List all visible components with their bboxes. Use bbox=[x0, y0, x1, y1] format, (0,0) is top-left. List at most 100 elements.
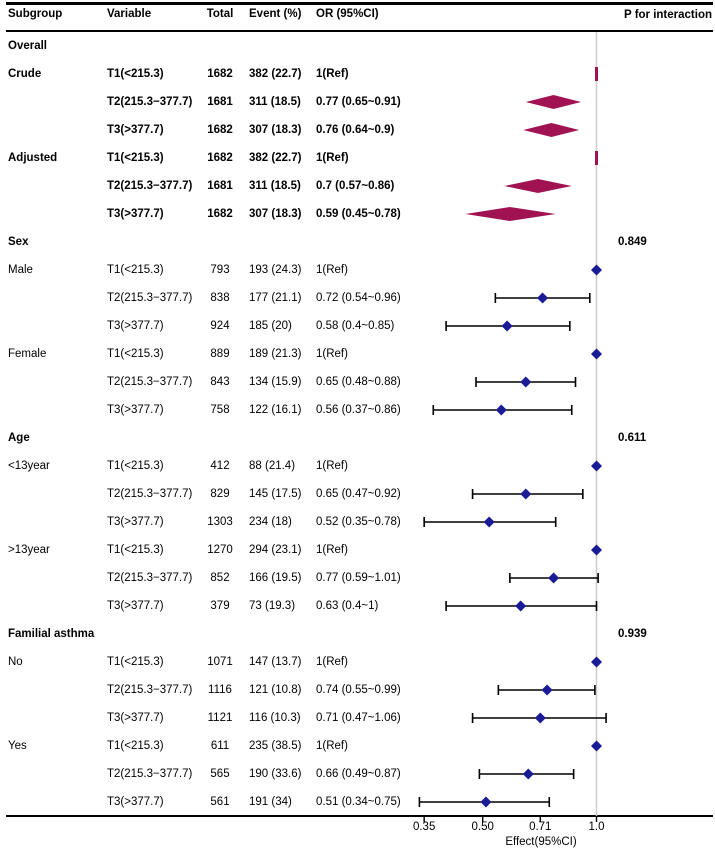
cell-or: 0.77 (0.65~0.91) bbox=[316, 96, 401, 108]
cell-total: 1071 bbox=[207, 656, 233, 668]
point-diamond bbox=[501, 320, 513, 332]
point-diamond bbox=[520, 376, 532, 388]
section-row: Age 0.611 bbox=[0, 424, 715, 452]
cell-or: 0.7 (0.57~0.86) bbox=[316, 180, 395, 192]
cell-or: 0.65 (0.48~0.88) bbox=[316, 376, 401, 388]
x-axis-tick-label: 1.0 bbox=[588, 821, 605, 833]
cell-variable: T3(>377.7) bbox=[107, 516, 164, 528]
cell-total: 1681 bbox=[207, 96, 233, 108]
cell-or: 0.63 (0.4~1) bbox=[316, 600, 379, 612]
point-diamond bbox=[537, 292, 549, 304]
table-row: T3(>377.7) 1303 234 (18) 0.52 (0.35~0.78) bbox=[0, 508, 715, 536]
cell-or: 0.76 (0.64~0.9) bbox=[316, 124, 395, 136]
cell-or: 1(Ref) bbox=[316, 656, 348, 668]
p-interaction-value: 0.611 bbox=[618, 432, 647, 444]
col-header-subgroup: Subgroup bbox=[8, 8, 63, 20]
point-diamond bbox=[483, 516, 495, 528]
point-ref-diamond bbox=[591, 656, 602, 668]
cell-total: 1270 bbox=[207, 544, 233, 556]
cell-or: 0.59 (0.45~0.78) bbox=[316, 208, 401, 220]
point-diamond bbox=[480, 796, 492, 808]
cell-event: 73 (19.3) bbox=[249, 600, 296, 612]
cell-or: 0.77 (0.59~1.01) bbox=[316, 572, 401, 584]
table-row: T2(215.3−377.7) 1116 121 (10.8) 0.74 (0.55~… bbox=[0, 676, 715, 704]
cell-or: 0.51 (0.34~0.75) bbox=[316, 796, 401, 808]
cell-variable: T2(215.3−377.7) bbox=[107, 96, 193, 108]
point-ref-diamond bbox=[591, 544, 602, 556]
col-header-total: Total bbox=[206, 8, 234, 20]
cell-variable: T3(>377.7) bbox=[107, 796, 164, 808]
cell-variable: T2(215.3−377.7) bbox=[107, 180, 193, 192]
cell-event: 193 (24.3) bbox=[249, 264, 302, 276]
table-row: No T1(<215.3) 1071 147 (13.7) 1(Ref) bbox=[0, 648, 715, 676]
summary-diamond bbox=[523, 123, 580, 137]
section-label: Overall bbox=[8, 40, 47, 52]
cell-variable: T3(>377.7) bbox=[107, 600, 164, 612]
section-label: Familial asthma bbox=[8, 628, 95, 640]
table-row: T2(215.3−377.7) 829 145 (17.5) 0.65 (0.47~0… bbox=[0, 480, 715, 508]
x-axis-title: Effect(95%CI) bbox=[505, 836, 577, 848]
col-header-or: OR (95%CI) bbox=[316, 8, 379, 20]
cell-variable: T1(<215.3) bbox=[107, 544, 164, 556]
cell-variable: T1(<215.3) bbox=[107, 656, 164, 668]
cell-variable: T3(>377.7) bbox=[107, 208, 164, 220]
point-diamond bbox=[520, 488, 532, 500]
cell-variable: T1(<215.3) bbox=[107, 264, 164, 276]
cell-subgroup: >13year bbox=[8, 544, 50, 556]
table-row: T2(215.3−377.7) 565 190 (33.6) 0.66 (0.49~0… bbox=[0, 760, 715, 788]
cell-or: 1(Ref) bbox=[316, 68, 349, 80]
table-row: >13year T1(<215.3) 1270 294 (23.1) 1(Ref) bbox=[0, 536, 715, 564]
cell-variable: T2(215.3−377.7) bbox=[107, 292, 193, 304]
summary-diamond bbox=[465, 207, 556, 221]
table-row: T3(>377.7) 1682 307 (18.3) 0.59 (0.45~0.78) bbox=[0, 200, 715, 228]
table-row: T3(>377.7) 924 185 (20) 0.58 (0.4~0.85) bbox=[0, 312, 715, 340]
cell-total: 1682 bbox=[207, 68, 233, 80]
cell-variable: T1(<215.3) bbox=[107, 348, 164, 360]
cell-total: 1303 bbox=[207, 516, 233, 528]
cell-event: 122 (16.1) bbox=[249, 404, 302, 416]
p-interaction-value: 0.849 bbox=[618, 236, 647, 248]
cell-total: 924 bbox=[210, 320, 230, 332]
cell-subgroup: <13year bbox=[8, 460, 50, 472]
cell-total: 1682 bbox=[207, 124, 233, 136]
cell-total: 852 bbox=[210, 572, 230, 584]
summary-ref-mark bbox=[595, 151, 598, 165]
cell-event: 145 (17.5) bbox=[249, 488, 302, 500]
p-interaction-value: 0.939 bbox=[618, 628, 647, 640]
cell-subgroup: Male bbox=[8, 264, 33, 276]
cell-total: 1681 bbox=[207, 180, 233, 192]
point-diamond bbox=[515, 600, 527, 612]
cell-event: 311 (18.5) bbox=[249, 96, 301, 108]
cell-total: 1682 bbox=[207, 208, 233, 220]
cell-event: 191 (34) bbox=[249, 796, 292, 808]
cell-variable: T2(215.3−377.7) bbox=[107, 768, 193, 780]
table-row: Crude T1(<215.3) 1682 382 (22.7) 1(Ref) bbox=[0, 60, 715, 88]
cell-or: 1(Ref) bbox=[316, 264, 348, 276]
cell-variable: T3(>377.7) bbox=[107, 404, 164, 416]
table-row: Female T1(<215.3) 889 189 (21.3) 1(Ref) bbox=[0, 340, 715, 368]
cell-or: 1(Ref) bbox=[316, 544, 348, 556]
section-row: Overall bbox=[0, 32, 715, 60]
section-label: Age bbox=[8, 432, 30, 444]
point-diamond bbox=[522, 768, 534, 780]
cell-event: 177 (21.1) bbox=[249, 292, 302, 304]
point-ref-diamond bbox=[591, 264, 602, 276]
cell-variable: T2(215.3−377.7) bbox=[107, 572, 193, 584]
cell-total: 561 bbox=[210, 796, 230, 808]
cell-event: 190 (33.6) bbox=[249, 768, 302, 780]
cell-subgroup: Female bbox=[8, 348, 47, 360]
cell-event: 189 (21.3) bbox=[249, 348, 302, 360]
cell-or: 1(Ref) bbox=[316, 152, 349, 164]
table-row: T2(215.3−377.7) 838 177 (21.1) 0.72 (0.54~0… bbox=[0, 284, 715, 312]
cell-total: 1682 bbox=[207, 152, 233, 164]
table-row: Male T1(<215.3) 793 193 (24.3) 1(Ref) bbox=[0, 256, 715, 284]
summary-diamond bbox=[525, 95, 582, 109]
cell-event: 121 (10.8) bbox=[249, 684, 302, 696]
header-underline bbox=[6, 30, 713, 32]
table-row: T3(>377.7) 758 122 (16.1) 0.56 (0.37~0.86) bbox=[0, 396, 715, 424]
col-header-p-interaction: P for interaction bbox=[624, 9, 712, 21]
cell-or: 0.66 (0.49~0.87) bbox=[316, 768, 401, 780]
cell-event: 134 (15.9) bbox=[249, 376, 302, 388]
cell-total: 889 bbox=[210, 348, 230, 360]
